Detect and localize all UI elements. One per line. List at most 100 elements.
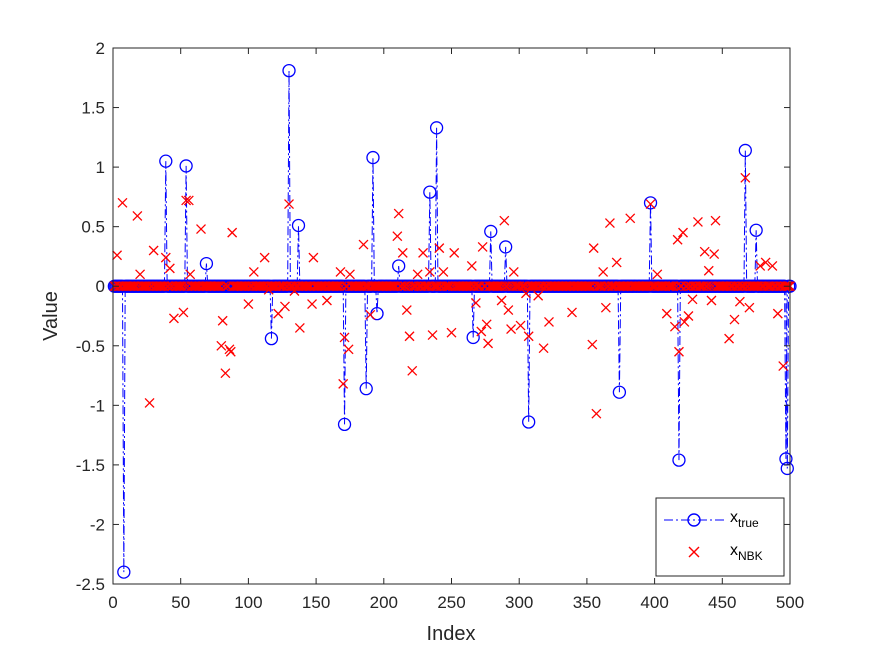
x-nbk-point <box>538 343 549 354</box>
x-nbk-point <box>343 344 354 355</box>
y-tick-label: 1 <box>96 158 105 177</box>
x-true-point <box>429 121 444 135</box>
x-nbk-point <box>164 263 175 274</box>
x-true-point <box>282 63 296 78</box>
x-nbk-point <box>392 231 403 242</box>
x-true-point <box>612 385 627 399</box>
y-tick-label: -1 <box>90 396 105 415</box>
x-nbk-point <box>219 281 229 292</box>
x-nbk-point <box>224 344 235 355</box>
x-true-point <box>466 330 480 345</box>
x-nbk-point <box>148 245 159 256</box>
x-nbk-point <box>427 330 438 341</box>
x-nbk-point <box>600 302 611 313</box>
x-nbk-point <box>196 224 206 235</box>
x-nbk-point <box>365 309 376 320</box>
x-true-stem <box>648 202 653 287</box>
x-nbk-point <box>307 299 317 310</box>
legend-nbk-main: x <box>730 542 738 559</box>
x-nbk-point <box>216 340 227 351</box>
x-true-point <box>179 159 193 173</box>
x-tick-label: 200 <box>370 593 398 612</box>
y-tick-label: -2 <box>90 515 105 534</box>
x-tick-label: 50 <box>171 593 190 612</box>
x-nbk-point <box>446 327 457 338</box>
x-nbk-point <box>687 294 698 305</box>
x-nbk-point <box>332 281 343 292</box>
x-nbk-point <box>544 316 554 327</box>
x-nbk-point <box>567 307 577 318</box>
x-nbk-point <box>344 269 355 280</box>
y-tick-label: -0.5 <box>76 337 105 356</box>
x-nbk-point <box>220 368 231 379</box>
x-nbk-point <box>449 247 460 258</box>
y-tick-label: 1.5 <box>81 99 105 118</box>
x-nbk-point <box>386 281 397 292</box>
x-true-stem <box>396 265 401 287</box>
x-nbk-point <box>279 301 290 312</box>
x-nbk-point <box>483 338 494 349</box>
y-tick-label: 2 <box>96 39 105 58</box>
x-nbk-point <box>760 257 771 268</box>
axes: 0 50 100 150 200 250 300 350 400 450 500 -2.5 -2 -1.5… <box>76 39 804 612</box>
x-nbk-point <box>401 305 412 316</box>
x-nbk-point <box>503 305 514 316</box>
x-nbk-point <box>424 266 435 277</box>
x-axis-label: Index <box>427 623 476 645</box>
x-true-stem <box>743 150 748 287</box>
legend-true-label: xtrue <box>730 509 759 530</box>
x-nbk-point <box>588 243 599 254</box>
x-nbk-point <box>598 266 609 277</box>
x-nbk-point <box>699 246 710 257</box>
x-true-point <box>199 256 214 271</box>
x-nbk-point <box>581 281 592 292</box>
x-nbk-point <box>533 290 544 301</box>
x-true-point <box>499 240 513 254</box>
x-nbk-point <box>335 266 346 277</box>
x-true-point <box>117 565 131 579</box>
x-true-point <box>366 150 380 165</box>
x-true-point <box>291 218 306 233</box>
x-true-stem <box>121 286 126 573</box>
x-true-point <box>359 382 373 396</box>
x-tick-label: 150 <box>302 593 330 612</box>
x-nbk-point <box>611 257 622 268</box>
x-nbk-point <box>112 250 123 261</box>
y-tick-label: 0.5 <box>81 218 105 237</box>
x-tick-label: 100 <box>234 593 262 612</box>
x-nbk-point <box>135 269 146 280</box>
x-true-stem <box>342 286 347 425</box>
x-nbk-point <box>724 333 735 344</box>
x-true-stem <box>287 70 291 287</box>
x-true-point <box>643 196 658 210</box>
x-tick-label: 350 <box>573 593 601 612</box>
x-true-point <box>672 453 686 467</box>
x-true-stem <box>434 127 439 287</box>
x-nbk-point <box>227 227 238 238</box>
x-nbk-point <box>217 315 228 326</box>
x-nbk-point <box>338 378 349 389</box>
x-nbk-point <box>506 324 517 335</box>
x-nbk-point <box>706 295 717 306</box>
x-tick-label: 300 <box>505 593 533 612</box>
legend-nbk-marker <box>688 546 700 558</box>
x-true-point <box>423 185 437 199</box>
x-true-stem <box>754 230 759 287</box>
x-nbk-point <box>210 281 221 292</box>
x-nbk-point <box>144 397 155 408</box>
x-nbk-point <box>625 213 636 224</box>
x-true-stem <box>471 286 476 338</box>
x-nbk-point <box>667 281 678 292</box>
x-true-stem <box>371 157 375 287</box>
x-nbk-point <box>604 218 615 229</box>
x-nbk-point <box>481 319 492 330</box>
legend: xtrue xNBK <box>655 497 785 577</box>
x-tick-label: 250 <box>437 593 465 612</box>
x-tick-label: 0 <box>108 593 117 612</box>
x-nbk-point <box>321 295 332 306</box>
x-nbk-point <box>672 234 683 245</box>
x-nbk-point <box>652 269 663 280</box>
x-true-point <box>484 224 498 239</box>
x-true-stem <box>269 286 274 339</box>
x-nbk-point <box>407 365 418 376</box>
